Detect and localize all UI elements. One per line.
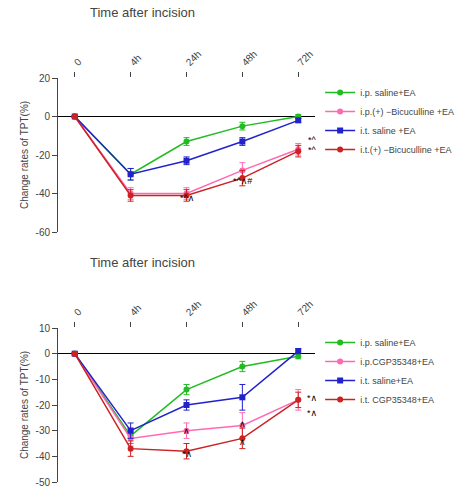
svg-text:∧: ∧ (239, 437, 246, 447)
svg-text:4h: 4h (128, 302, 144, 318)
svg-text:∧: ∧ (239, 419, 246, 429)
svg-text:Change rates of TPT(%): Change rates of TPT(%) (19, 351, 30, 459)
svg-text:20: 20 (39, 73, 51, 84)
svg-text:-20: -20 (36, 150, 51, 161)
svg-text:i.p. saline+EA: i.p. saline+EA (360, 88, 415, 98)
svg-text:0: 0 (44, 348, 50, 359)
svg-text:i.p.(+) −Bicuculline +EA: i.p.(+) −Bicuculline +EA (360, 107, 454, 117)
svg-text:*∧: *∧ (307, 408, 317, 418)
svg-text:-10: -10 (36, 374, 51, 385)
svg-text:4h: 4h (128, 52, 144, 68)
svg-text:i.t. saline +EA: i.t. saline +EA (360, 126, 415, 136)
svg-text:24h: 24h (184, 298, 204, 318)
svg-text:10: 10 (39, 323, 51, 334)
svg-text:i.t. saline+EA: i.t. saline+EA (360, 376, 413, 386)
svg-text:24h: 24h (184, 48, 204, 68)
svg-text:*^: *^ (308, 135, 317, 145)
svg-text:Time after incision: Time after incision (90, 5, 195, 20)
svg-text:72h: 72h (295, 48, 315, 68)
svg-text:i.t. CGP35348+EA: i.t. CGP35348+EA (360, 395, 434, 405)
svg-text:48h: 48h (240, 48, 260, 68)
svg-text:*^: *^ (308, 145, 317, 155)
svg-text:i.p.CGP35348+EA: i.p.CGP35348+EA (360, 357, 434, 367)
svg-text:*^∧#: *^∧# (233, 176, 252, 186)
svg-text:i.p. saline+EA: i.p. saline+EA (360, 338, 415, 348)
svg-text:∧: ∧ (183, 426, 190, 436)
svg-text:-20: -20 (36, 400, 51, 411)
svg-text:0: 0 (72, 306, 84, 318)
svg-text:Time after incision: Time after incision (90, 255, 195, 270)
svg-text:-30: -30 (36, 425, 51, 436)
svg-text:*∧: *∧ (182, 449, 192, 459)
svg-text:48h: 48h (240, 298, 260, 318)
svg-text:-40: -40 (36, 451, 51, 462)
svg-text:0: 0 (72, 56, 84, 68)
svg-text:72h: 72h (295, 298, 315, 318)
svg-text:-60: -60 (36, 227, 51, 238)
svg-text:-50: -50 (36, 477, 51, 488)
svg-text:i.t.(+) −Bicuculline +EA: i.t.(+) −Bicuculline +EA (360, 145, 451, 155)
svg-text:*∧: *∧ (307, 393, 317, 403)
svg-text:Change rates of TPT(%): Change rates of TPT(%) (19, 101, 30, 209)
svg-text:-40: -40 (36, 188, 51, 199)
svg-text:*^∧: *^∧ (180, 193, 194, 203)
svg-text:0: 0 (44, 111, 50, 122)
